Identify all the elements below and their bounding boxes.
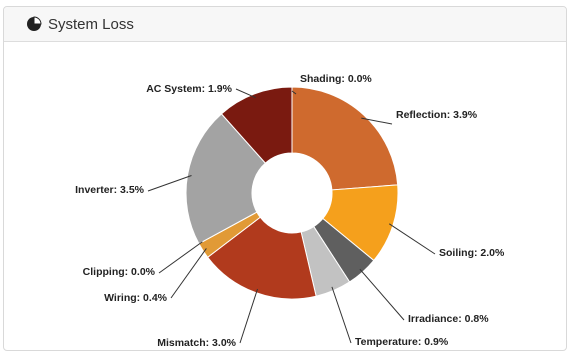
- slice-reflection[interactable]: [291, 86, 399, 191]
- leader-line-mismatch: [239, 288, 258, 344]
- leader-line-irradiance: [359, 268, 405, 321]
- slice-ac-system[interactable]: [220, 86, 293, 164]
- data-label-temperature: Temperature: 0.9%: [355, 336, 449, 348]
- panel-title: System Loss: [48, 15, 134, 33]
- leader-line-temperature: [331, 286, 352, 344]
- leader-line-inverter: [147, 175, 192, 192]
- slice-mismatch[interactable]: [206, 216, 317, 300]
- leader-line-ac-system: [235, 88, 256, 99]
- leader-line-soiling: [388, 223, 436, 255]
- data-label-clipping: Clipping: 0.0%: [83, 266, 156, 278]
- donut-chart: Shading: 0.0% Reflection: 3.9% Soiling: 2.…: [4, 42, 568, 351]
- data-label-irradiance: Irradiance: 0.8%: [408, 313, 489, 325]
- data-label-ac-system: AC System: 1.9%: [146, 83, 232, 95]
- donut-chart-svg: Shading: 0.0% Reflection: 3.9% Soiling: 2.…: [75, 73, 505, 349]
- data-label-shading: Shading: 0.0%: [300, 73, 372, 85]
- pie-chart-icon: [26, 16, 42, 32]
- slice-inverter[interactable]: [185, 113, 267, 245]
- leader-line-shading: [291, 90, 297, 95]
- panel-header: System Loss: [4, 7, 566, 42]
- system-loss-panel: System Loss Shading: 0.0% Reflection: 3.9…: [3, 6, 567, 351]
- leader-line-reflection: [361, 117, 393, 125]
- data-label-mismatch: Mismatch: 3.0%: [157, 337, 236, 349]
- leader-line-clipping: [158, 241, 203, 274]
- data-label-soiling: Soiling: 2.0%: [439, 247, 505, 259]
- leader-line-wiring: [170, 248, 207, 299]
- data-label-wiring: Wiring: 0.4%: [104, 292, 168, 304]
- data-label-inverter: Inverter: 3.5%: [75, 184, 145, 196]
- data-label-reflection: Reflection: 3.9%: [396, 109, 478, 121]
